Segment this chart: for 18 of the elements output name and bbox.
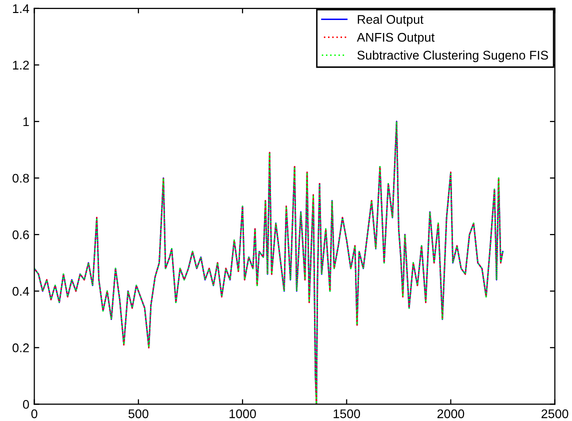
x-tick-label: 0 bbox=[31, 409, 38, 418]
y-tick-label: 0.2 bbox=[12, 343, 29, 352]
line-series bbox=[34, 120, 504, 404]
x-tick-label: 2500 bbox=[542, 409, 568, 418]
y-tick-label: 1.4 bbox=[13, 4, 30, 13]
y-tick-label: 1 bbox=[23, 117, 29, 126]
legend-label: Subtractive Clustering Sugeno FIS bbox=[357, 50, 548, 62]
y-tick-label: 0.6 bbox=[12, 230, 29, 240]
y-tick-label: 0.4 bbox=[12, 286, 30, 296]
x-tick-label: 1500 bbox=[334, 409, 360, 418]
y-tick-label: 0.8 bbox=[12, 174, 29, 183]
legend-label: ANFIS Output bbox=[356, 32, 435, 44]
y-tick-label: 0 bbox=[22, 400, 29, 409]
x-tick-label: 1000 bbox=[230, 409, 256, 418]
legend-label: Real Output bbox=[358, 14, 424, 26]
y-tick-label: 1.2 bbox=[13, 60, 29, 70]
x-tick-label: 500 bbox=[128, 409, 148, 418]
x-tick-label: 2000 bbox=[437, 409, 464, 418]
